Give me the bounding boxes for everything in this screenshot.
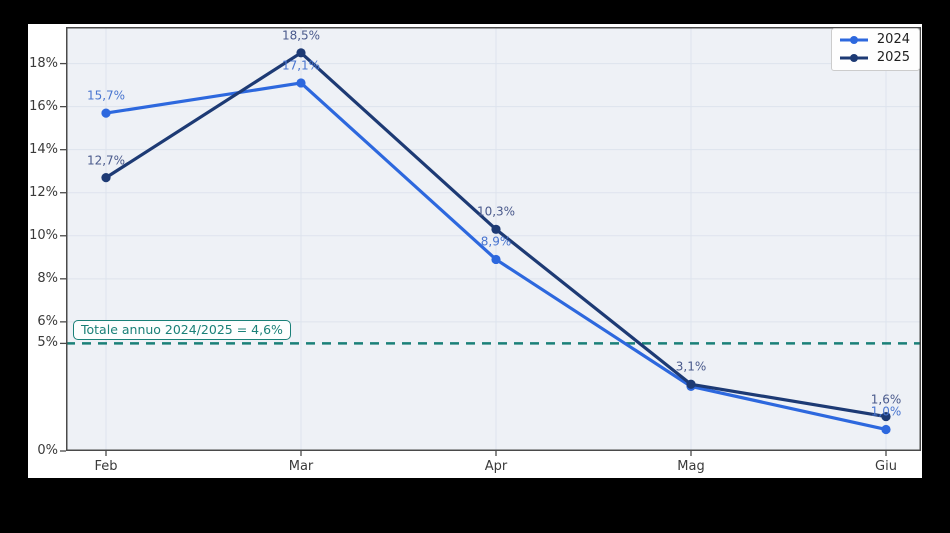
x-tick-label: Giu (875, 459, 897, 474)
data-point-marker (881, 411, 891, 422)
legend-item-2024: 2024 (839, 33, 910, 47)
legend: 2024 2025 (830, 28, 920, 71)
point-label-2024: 15,7% (86, 88, 126, 103)
legend-label-2025: 2025 (876, 50, 910, 65)
data-point-marker (101, 108, 111, 118)
y-tick-label: 6% (37, 313, 58, 329)
y-tick-label: 16% (29, 98, 58, 114)
x-tick-label: Feb (94, 459, 118, 474)
data-point-marker (881, 424, 891, 435)
y-tick-label: 5% (37, 335, 58, 351)
y-tick-label: 8% (37, 270, 58, 286)
plot-border (66, 27, 921, 451)
y-tick-label: 0% (37, 443, 58, 458)
x-tick-label: Mag (677, 459, 705, 474)
data-point-marker (296, 78, 306, 88)
data-point-marker (491, 224, 501, 234)
y-tick-label: 14% (29, 141, 58, 157)
data-point-marker (686, 379, 696, 389)
y-tick-label: 12% (29, 184, 58, 200)
data-point-marker (296, 48, 306, 58)
data-point-marker (491, 254, 501, 265)
x-tick-label: Mar (288, 459, 314, 474)
data-point-marker (101, 173, 111, 183)
y-tick-label: 18% (29, 55, 58, 71)
legend-line-marker-icon (839, 36, 868, 44)
chart-figure: 2024 2025 Totale annuo 2024/2025 = 4,6% … (28, 24, 922, 478)
point-label-2025: 18,5% (281, 28, 321, 43)
point-label-2025: 10,3% (476, 204, 516, 219)
point-label-2024: 8,9% (480, 234, 512, 249)
point-label-2025: 1,6% (870, 392, 902, 407)
legend-line-marker-icon (839, 54, 868, 62)
point-label-2025: 3,1% (675, 359, 707, 374)
chart-svg (60, 27, 921, 456)
y-tick-label: 10% (29, 227, 58, 243)
point-label-2024: 17,1% (281, 58, 321, 73)
plot-area: 2024 2025 Totale annuo 2024/2025 = 4,6% … (29, 27, 921, 474)
legend-label-2024: 2024 (876, 32, 910, 47)
x-tick-label: Apr (484, 459, 508, 474)
point-label-2024: 1,0% (870, 404, 902, 419)
legend-item-2025: 2025 (839, 51, 910, 65)
point-label-2025: 12,7% (86, 153, 126, 168)
reference-annotation: Totale annuo 2024/2025 = 4,6% (73, 320, 291, 341)
